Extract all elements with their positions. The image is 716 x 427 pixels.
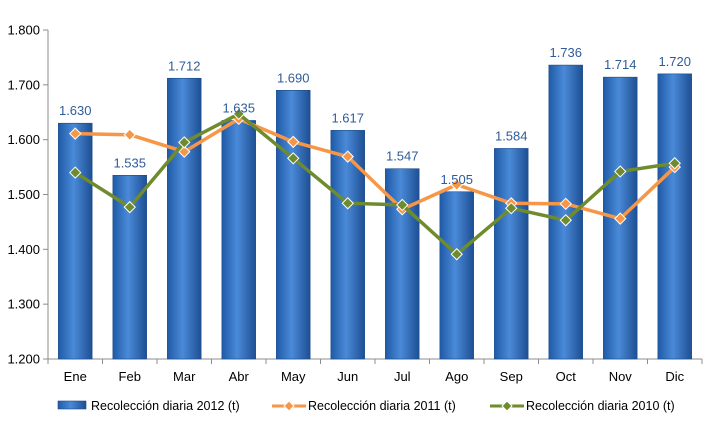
line-point (559, 197, 572, 211)
legend-swatch-bar (57, 400, 87, 410)
data-label: 1.547 (386, 149, 419, 164)
bar (276, 90, 311, 360)
x-tick-label: Dic (665, 369, 684, 384)
line-point (69, 166, 82, 179)
legend-marker (501, 400, 513, 412)
line-point (614, 212, 627, 225)
y-tick-label: 1.500 (7, 187, 40, 202)
x-tick-label: Sep (500, 369, 523, 384)
data-label: 1.712 (168, 58, 201, 73)
data-label: 1.635 (222, 100, 255, 115)
data-label: 1.584 (495, 128, 528, 143)
x-tick-label: Jun (337, 369, 358, 384)
bar (221, 120, 256, 360)
x-tick-label: Abr (229, 369, 250, 384)
y-tick-label: 1.700 (7, 77, 40, 92)
bar (439, 191, 474, 360)
series-line-2011 (73, 117, 677, 221)
axes: 1.200 1.300 1.400 1.500 1.600 1.700 1.800 Ene Fe… (7, 23, 703, 384)
bar (58, 122, 93, 360)
line-point (668, 157, 681, 170)
line-point (450, 178, 463, 191)
x-tick-label: Ago (445, 369, 468, 384)
x-tick-label: Ene (64, 369, 87, 384)
data-labels: 1.630 1.535 1.712 1.635 1.690 1.617 1.547 1.505… (59, 45, 691, 187)
data-label: 1.617 (331, 110, 364, 125)
legend: Recolección diaria 2012 (t) Recolección d… (57, 399, 675, 413)
y-tick-label: 1.800 (7, 23, 40, 38)
legend-label: Recolección diaria 2010 (t) (526, 399, 675, 413)
line-point (123, 200, 136, 214)
line-series (69, 107, 681, 261)
bar (330, 130, 365, 360)
line-point (450, 248, 463, 261)
y-tick-label: 1.400 (7, 242, 40, 257)
x-tick-label: May (281, 369, 306, 384)
x-tick-label: Jul (394, 369, 411, 384)
bar (167, 77, 202, 360)
bar (494, 148, 529, 360)
x-tick-label: Mar (173, 369, 196, 384)
line-point (341, 150, 354, 163)
line-point (341, 197, 354, 210)
y-tick-label: 1.600 (7, 132, 40, 147)
bar (548, 64, 583, 360)
bar (657, 73, 692, 360)
line-point (69, 127, 82, 140)
x-tick-label: Oct (556, 369, 577, 384)
line-point (614, 165, 627, 178)
line-point (178, 145, 191, 158)
data-label: 1.714 (604, 57, 637, 72)
line-point (232, 107, 245, 121)
y-tick-label: 1.300 (7, 297, 40, 312)
data-label: 1.690 (277, 70, 310, 85)
data-label: 1.736 (549, 45, 582, 60)
line-point (505, 202, 518, 215)
line-point (287, 152, 300, 165)
legend-label: Recolección diaria 2012 (t) (91, 399, 240, 413)
data-label: 1.630 (59, 103, 92, 118)
line-point (287, 135, 300, 149)
legend-marker (283, 400, 295, 412)
line-point (123, 128, 136, 141)
bar-series (58, 64, 692, 360)
data-label: 1.535 (113, 155, 146, 170)
legend-label: Recolección diaria 2011 (t) (308, 399, 456, 413)
line-point (396, 198, 409, 212)
x-tick-label: Nov (609, 369, 633, 384)
y-tick-label: 1.200 (7, 352, 40, 367)
line-point (559, 214, 572, 227)
line-point (178, 136, 191, 149)
data-label: 1.505 (440, 172, 473, 187)
series-line-2010 (73, 112, 677, 257)
data-label: 1.720 (658, 54, 691, 69)
x-tick-label: Feb (119, 369, 141, 384)
